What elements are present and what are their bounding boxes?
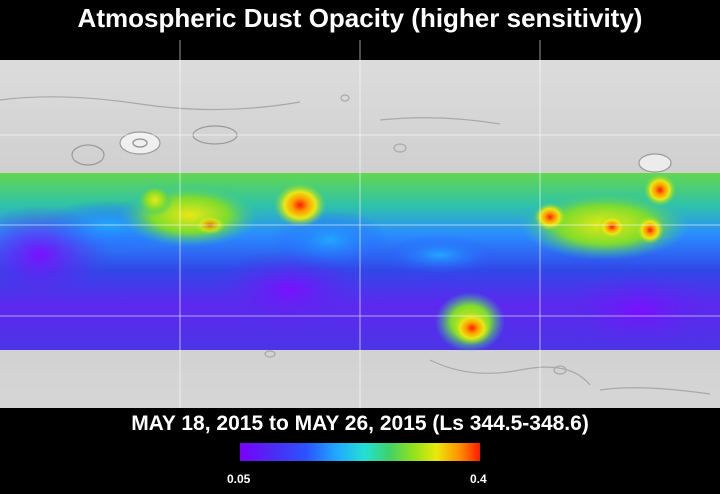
- dust-opacity-map: [0, 40, 720, 408]
- lat-lon-grid: [0, 40, 720, 408]
- opacity-colorbar: [240, 443, 480, 461]
- map-svg: [0, 40, 720, 408]
- colorbar-min-label: 0.05: [227, 472, 251, 486]
- map-title: Atmospheric Dust Opacity (higher sensiti…: [77, 3, 643, 33]
- colorbar-max-label: 0.4: [470, 472, 487, 486]
- date-range-label: MAY 18, 2015 to MAY 26, 2015 (Ls 344.5-3…: [131, 412, 589, 435]
